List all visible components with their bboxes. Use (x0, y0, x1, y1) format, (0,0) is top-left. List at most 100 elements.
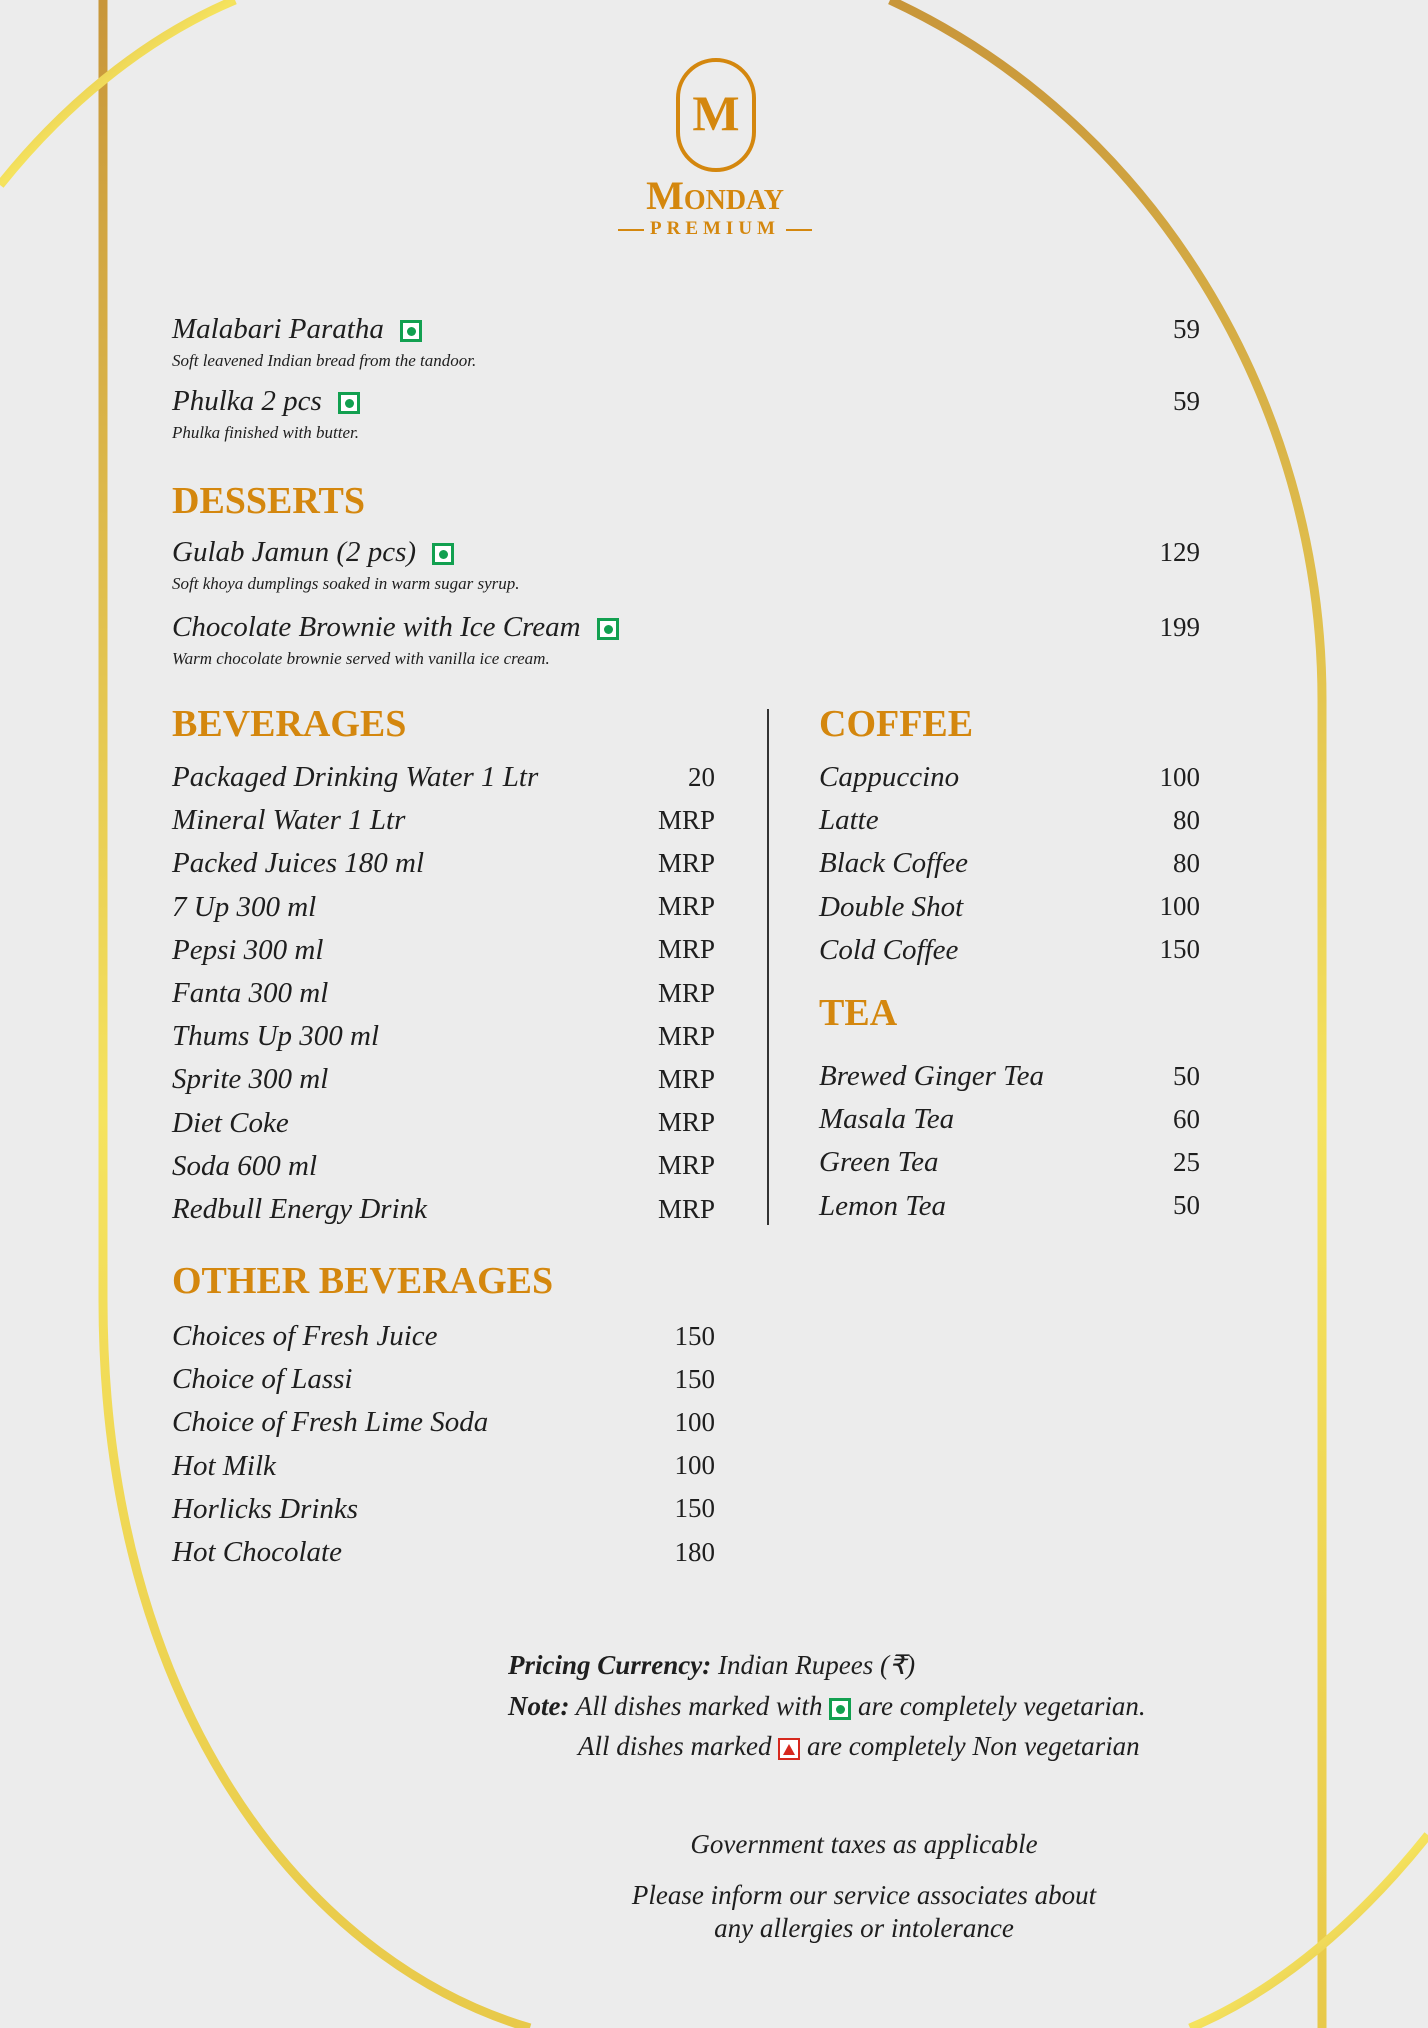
menu-item: Latte 80 (819, 800, 1200, 840)
item-name: 7 Up 300 ml (172, 890, 317, 923)
section-title: TEA (819, 992, 898, 1034)
menu-item: Hot Chocolate 180 (172, 1532, 715, 1572)
item-name-wrap: Phulka 2 pcs (172, 384, 360, 418)
item-price: 59 (1173, 385, 1200, 416)
item-description: Soft khoya dumplings soaked in warm suga… (172, 574, 520, 593)
item-price: 60 (1173, 1103, 1200, 1134)
item-name: Sprite 300 ml (172, 1063, 329, 1096)
item-name: Latte (819, 804, 879, 837)
item-price: 50 (1173, 1060, 1200, 1091)
item-price: 100 (674, 1450, 716, 1481)
item-name: Phulka 2 pcs (172, 385, 322, 417)
menu-item: Diet Coke MRP (172, 1103, 715, 1143)
item-name: Malabari Paratha (172, 313, 384, 345)
allergy-note-line1: Please inform our service associates abo… (631, 1880, 1097, 1910)
veg-symbol-icon (432, 543, 455, 566)
item-price: MRP (657, 1020, 715, 1051)
item-price: MRP (657, 847, 715, 878)
nonveg-note: All dishes marked are completely Non veg… (578, 1731, 1140, 1761)
veg-symbol-icon (399, 320, 422, 343)
menu-item: Packed Juices 180 ml MRP (172, 843, 715, 883)
menu-item: Cappuccino 100 (819, 757, 1200, 797)
menu-item: Choices of Fresh Juice 150 (172, 1316, 715, 1356)
item-name: Choice of Lassi (172, 1363, 353, 1396)
item-description: Warm chocolate brownie served with vanil… (172, 649, 550, 668)
item-name: Cappuccino (819, 761, 960, 793)
menu-item: Packaged Drinking Water 1 Ltr 20 (172, 757, 715, 797)
item-name: Masala Tea (819, 1103, 955, 1136)
section-title: COFFEE (819, 703, 974, 745)
veg-symbol-icon (596, 618, 619, 641)
item-price: 180 (674, 1536, 716, 1567)
item-name: Green Tea (819, 1146, 939, 1179)
item-name: Hot Milk (172, 1449, 276, 1482)
menu-item: Brewed Ginger Tea 50 (819, 1056, 1200, 1096)
menu-item: Pepsi 300 ml MRP (172, 930, 715, 970)
item-name: Soda 600 ml (172, 1149, 317, 1182)
item-name: Fanta 300 ml (172, 977, 329, 1009)
menu-item: Choice of Lassi 150 (172, 1359, 715, 1399)
item-price: MRP (657, 891, 715, 922)
item-name: Cold Coffee (819, 933, 959, 966)
item-name: Double Shot (819, 890, 964, 923)
item-price: MRP (657, 804, 715, 835)
item-name: Horlicks Drinks (172, 1492, 359, 1525)
menu-item: Cold Coffee 150 (819, 930, 1200, 970)
item-price: MRP (657, 1063, 715, 1094)
item-description: Phulka finished with butter. (172, 423, 359, 442)
frame-left-arc (98, 0, 532, 2028)
item-price: 199 (1159, 611, 1201, 642)
veg-note: Note: All dishes marked with are complet… (508, 1691, 1146, 1721)
menu-item: Masala Tea 60 (819, 1099, 1200, 1139)
item-description: Soft leavened Indian bread from the tand… (172, 351, 477, 370)
menu-item: Mineral Water 1 Ltr MRP (172, 800, 715, 840)
item-price: 80 (1173, 847, 1200, 878)
logo-monogram: M (692, 85, 740, 141)
menu-item: Redbull Energy Drink MRP (172, 1189, 715, 1229)
item-name: Brewed Ginger Tea (819, 1060, 1045, 1092)
menu-item: Choice of Fresh Lime Soda 100 (172, 1402, 715, 1442)
menu-item: Phulka 2 pcs 59 (172, 381, 1200, 421)
item-name: Gulab Jamun (2 pcs) (172, 536, 417, 568)
menu-item: Chocolate Brownie with Ice Cream 199 (172, 607, 1200, 647)
item-price: 20 (688, 761, 715, 792)
menu-item: Gulab Jamun (2 pcs) 129 (172, 532, 1200, 572)
item-name: Choices of Fresh Juice (172, 1320, 438, 1352)
menu-item: Fanta 300 ml MRP (172, 973, 715, 1013)
veg-symbol-icon (829, 1697, 852, 1720)
item-name: Pepsi 300 ml (172, 933, 324, 966)
section-title: DESSERTS (172, 480, 365, 522)
frame-right-arc (888, 0, 1327, 2028)
menu-item: Malabari Paratha 59 (172, 309, 1200, 349)
menu-item: Black Coffee 80 (819, 843, 1200, 883)
item-name-wrap: Chocolate Brownie with Ice Cream (172, 610, 619, 644)
menu-item: 7 Up 300 ml MRP (172, 887, 715, 927)
item-price: 100 (674, 1406, 716, 1437)
item-price: 80 (1173, 804, 1200, 835)
item-price: 100 (1159, 761, 1201, 792)
currency-line: Pricing Currency: Indian Rupees (₹) (508, 1650, 916, 1680)
menu-item: Hot Milk 100 (172, 1446, 715, 1486)
item-name: Chocolate Brownie with Ice Cream (172, 611, 581, 643)
nonveg-symbol-icon (778, 1737, 801, 1760)
item-name: Lemon Tea (819, 1189, 947, 1222)
item-name: Redbull Energy Drink (172, 1193, 428, 1225)
item-name-wrap: Malabari Paratha (172, 312, 422, 346)
item-name: Hot Chocolate (172, 1536, 342, 1568)
menu-item: Green Tea 25 (819, 1142, 1200, 1182)
item-price: MRP (657, 1193, 715, 1224)
brand-name: Monday (646, 173, 784, 218)
logo-oval-icon (676, 58, 756, 172)
item-price: 150 (674, 1493, 716, 1524)
item-price: 50 (1173, 1190, 1200, 1221)
item-price: 129 (1159, 536, 1201, 567)
section-title: BEVERAGES (172, 703, 407, 745)
frame-top-left-corner (0, 0, 237, 188)
allergy-note-line2: any allergies or intolerance (714, 1913, 1014, 1943)
item-name-wrap: Gulab Jamun (2 pcs) (172, 535, 455, 569)
item-price: 59 (1173, 313, 1200, 344)
item-price: MRP (657, 934, 715, 965)
item-price: 150 (674, 1320, 716, 1351)
menu-item: Soda 600 ml MRP (172, 1146, 715, 1186)
